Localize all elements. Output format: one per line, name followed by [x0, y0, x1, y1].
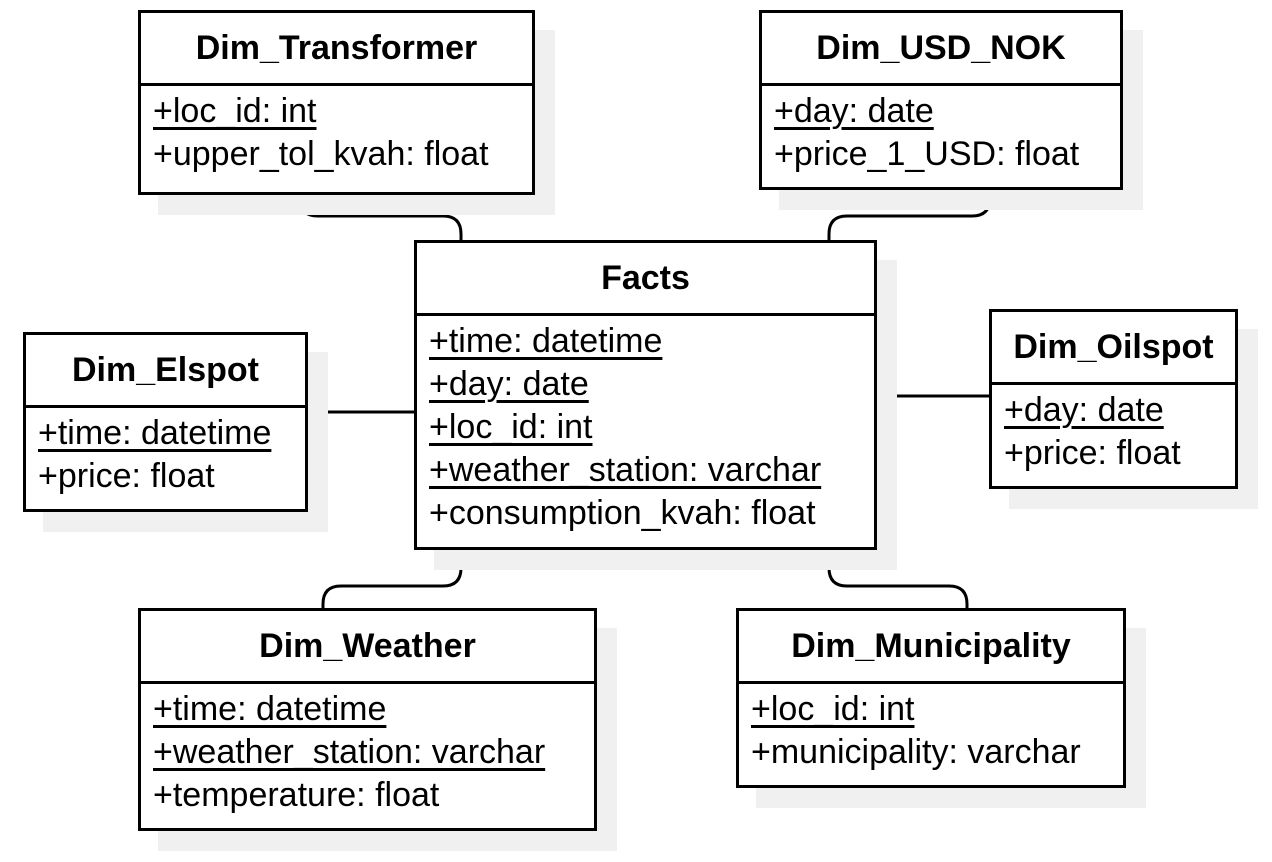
entity-dim-transformer[interactable]: Dim_Transformer +loc_id: int +upper_tol_k… [138, 10, 535, 195]
entity-name: Dim_Municipality [739, 611, 1123, 684]
key-attribute: +time: datetime [153, 690, 387, 728]
attribute-list: +loc_id: int +upper_tol_kvah: float [141, 86, 532, 176]
entity-dim-weather[interactable]: Dim_Weather +time: datetime +weather_stat… [138, 608, 597, 831]
entity-name: Dim_Oilspot [992, 312, 1235, 385]
attribute: +temperature: float [153, 776, 440, 814]
key-attribute: +time: datetime [38, 414, 272, 452]
key-attribute: +loc_id: int [153, 92, 317, 130]
key-attribute: +loc_id: int [429, 408, 593, 446]
connector-facts-usd-nok [827, 189, 992, 241]
connector-facts-municipality [827, 549, 969, 609]
key-attribute: +day: date [774, 92, 934, 130]
key-attribute: +time: datetime [429, 322, 663, 360]
key-attribute: +day: date [1004, 391, 1164, 429]
attribute-list: +time: datetime +weather_station: varchar… [141, 684, 594, 817]
entity-dim-usd-nok[interactable]: Dim_USD_NOK +day: date +price_1_USD: floa… [759, 10, 1123, 190]
connector-facts-transformer [298, 194, 463, 241]
key-attribute: +weather_station: varchar [153, 733, 546, 771]
attribute: +price: float [38, 457, 215, 495]
attribute: +price_1_USD: float [774, 135, 1080, 173]
entity-name: Facts [417, 243, 874, 316]
attribute-list: +time: datetime +day: date +loc_id: int +we… [417, 316, 874, 535]
entity-name: Dim_Transformer [141, 13, 532, 86]
attribute-list: +time: datetime +price: float [26, 408, 305, 498]
key-attribute: +day: date [429, 365, 589, 403]
key-attribute: +weather_station: varchar [429, 451, 822, 489]
entity-name: Dim_USD_NOK [762, 13, 1120, 86]
entity-dim-oilspot[interactable]: Dim_Oilspot +day: date +price: float [989, 309, 1238, 489]
attribute: +municipality: varchar [751, 733, 1081, 771]
attribute-list: +loc_id: int +municipality: varchar [739, 684, 1123, 774]
entity-name: Dim_Weather [141, 611, 594, 684]
entity-name: Dim_Elspot [26, 335, 305, 408]
key-attribute: +loc_id: int [751, 690, 915, 728]
connector-facts-weather [321, 549, 463, 609]
entity-dim-elspot[interactable]: Dim_Elspot +time: datetime +price: float [23, 332, 308, 512]
entity-facts[interactable]: Facts +time: datetime +day: date +loc_id: … [414, 240, 877, 550]
attribute-list: +day: date +price_1_USD: float [762, 86, 1120, 176]
attribute: +upper_tol_kvah: float [153, 135, 489, 173]
entity-dim-municipality[interactable]: Dim_Municipality +loc_id: int +municipali… [736, 608, 1126, 788]
attribute: +price: float [1004, 434, 1181, 472]
attribute-list: +day: date +price: float [992, 385, 1235, 475]
attribute: +consumption_kvah: float [429, 494, 816, 532]
